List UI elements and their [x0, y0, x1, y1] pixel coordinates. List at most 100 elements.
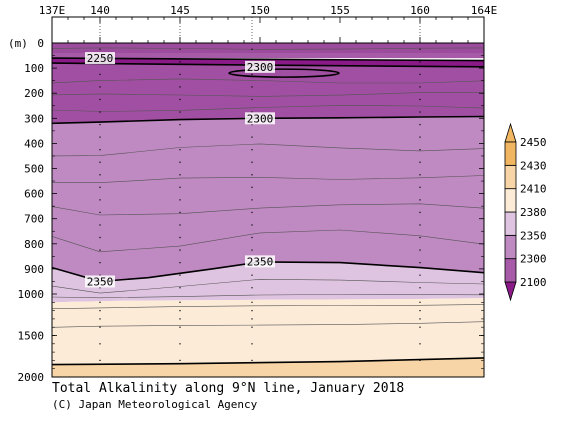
station-dot [179, 123, 181, 126]
contour-line-thin-6 [52, 229, 484, 253]
station-dot [419, 301, 421, 303]
station-dot [419, 310, 421, 312]
contour-loop-2300 [228, 68, 340, 78]
contour-line-thin-10 [52, 321, 484, 328]
station-dot [251, 186, 253, 188]
station-dot [99, 343, 101, 345]
station-dot [251, 224, 253, 226]
station-dot [179, 287, 181, 289]
station-dot [419, 199, 421, 201]
station-dot [419, 274, 421, 276]
station-dot [251, 249, 253, 251]
station-dot [419, 161, 421, 163]
station-dot [179, 236, 181, 239]
station-dot [99, 310, 101, 312]
station-dot [99, 111, 101, 113]
station-dot [419, 123, 421, 126]
contour-label-bg [85, 52, 115, 65]
station-dot [419, 326, 421, 328]
station-dot [419, 287, 421, 289]
station-dot [251, 174, 253, 176]
colorbar-top-arrow [504, 122, 517, 143]
contour-label: 2350 [247, 255, 274, 268]
station-dot [251, 98, 253, 101]
station-dot [179, 174, 181, 176]
contour-label-bg [245, 60, 275, 73]
station-dot [251, 274, 253, 276]
x-tick-label: 164E [471, 4, 498, 17]
station-dot [251, 48, 253, 50]
station-dot [179, 61, 181, 63]
contour-line-thin-8 [52, 294, 484, 299]
station-dot [179, 310, 181, 312]
station-dot [99, 359, 101, 361]
y-tick-label: 200 [24, 87, 44, 100]
colorbar-bottom-arrow [504, 281, 517, 302]
band-2410-5 [52, 298, 484, 365]
x-tick-label: 140 [90, 4, 110, 17]
station-dot [179, 249, 181, 251]
station-dot [99, 174, 101, 176]
station-dot [419, 111, 421, 113]
station-dot [251, 73, 253, 75]
contour-fill-bands [52, 43, 484, 377]
y-tick-label: 600 [24, 188, 44, 201]
station-sample-dots [99, 48, 421, 361]
x-tick-label: 155 [330, 4, 350, 17]
y-tick-label: 1500 [18, 330, 45, 343]
station-dot [99, 123, 101, 126]
y-tick-label: 700 [24, 213, 44, 226]
contour-line-thin-4 [52, 175, 484, 184]
station-dot [179, 98, 181, 101]
station-dot [419, 359, 421, 361]
station-dot [99, 262, 101, 264]
y-axis: 0 100 200 300 400 500 600 700 800 900 1000 1500 2000 [18, 37, 484, 384]
station-dot [251, 136, 253, 138]
station-dot [179, 224, 181, 226]
station-dot [251, 199, 253, 201]
station-dot [251, 301, 253, 303]
contour-line-thin-7 [52, 278, 484, 294]
chart-title: Total Alkalinity along 9°N line, January… [52, 381, 404, 396]
x-tick-label: 137E [39, 4, 66, 17]
station-dot [99, 86, 101, 88]
y-tick-label: 400 [24, 137, 44, 150]
contour-line-thin-1 [52, 92, 484, 97]
x-axis: 137E 140 145 150 155 160 164E [39, 4, 498, 43]
station-dot [99, 161, 101, 163]
station-dot [179, 149, 181, 151]
station-dot [419, 186, 421, 188]
contour-labels: 2250 2300 2300 2350 2350 [85, 52, 275, 288]
station-dot [251, 310, 253, 312]
band-2300-2 [52, 63, 484, 124]
colorbar-block [504, 164, 517, 190]
station-dot [251, 111, 253, 113]
station-dot [179, 86, 181, 88]
station-dot [419, 236, 421, 239]
y-tick-label: 900 [24, 263, 44, 276]
station-dot [179, 262, 181, 264]
colorbar-block [504, 141, 517, 166]
station-dot [251, 287, 253, 289]
station-dot [179, 301, 181, 303]
station-dot [179, 73, 181, 75]
station-dot [419, 174, 421, 176]
colorbar-block [504, 258, 517, 283]
station-dot [99, 149, 101, 151]
band-2350-3 [52, 116, 484, 282]
contour-line-bold-0 [52, 57, 484, 62]
station-dot [419, 343, 421, 345]
station-dot [99, 186, 101, 188]
y-tick-label: 500 [24, 163, 44, 176]
station-dot [179, 318, 181, 320]
station-dot [251, 211, 253, 214]
y-tick-label: 0 [37, 37, 44, 50]
station-dot [179, 136, 181, 138]
station-dot [99, 98, 101, 101]
band-2300-0 [52, 53, 484, 59]
station-dot [251, 123, 253, 126]
contour-label-bg [245, 255, 275, 268]
station-dot [251, 236, 253, 239]
contour-label: 2350 [87, 275, 114, 288]
colorbar-label: 2410 [520, 183, 547, 196]
